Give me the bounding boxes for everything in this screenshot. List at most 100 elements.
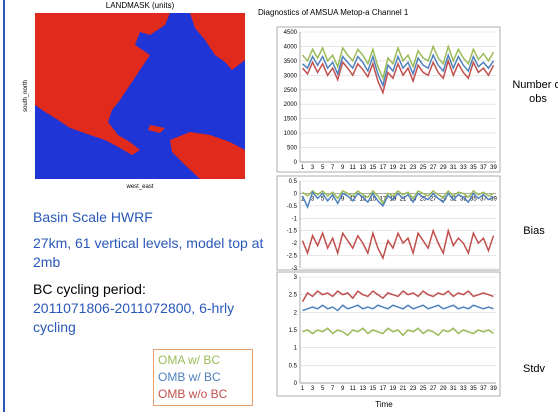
x-tick-label: 17 bbox=[380, 165, 387, 171]
y-tick-label: 0.5 bbox=[289, 179, 298, 185]
x-tick-label: 25 bbox=[420, 165, 427, 171]
series-line bbox=[302, 327, 494, 337]
series-line bbox=[302, 189, 494, 205]
x-tick-label: 27 bbox=[430, 386, 437, 392]
y-tick-label: -3 bbox=[292, 266, 298, 272]
text: 2011071806-2011072800, 6-hrly cycling bbox=[33, 300, 235, 335]
y-tick-label: 4000 bbox=[284, 44, 298, 50]
x-tick-label: 19 bbox=[390, 386, 397, 392]
y-tick-label: -2.5 bbox=[287, 254, 298, 260]
x-tick-label: 19 bbox=[390, 165, 397, 171]
series-line bbox=[301, 190, 494, 210]
x-tick-label: 31 bbox=[450, 386, 457, 392]
series-line bbox=[301, 43, 495, 81]
y-tick-label: 1000 bbox=[284, 131, 298, 137]
series-line bbox=[301, 290, 494, 303]
side-label: Number of obs bbox=[512, 79, 558, 105]
x-tick-label: 39 bbox=[490, 386, 497, 392]
y-tick-label: -2 bbox=[292, 241, 298, 247]
y-tick-label: 4500 bbox=[284, 30, 298, 36]
map bbox=[35, 13, 245, 179]
land bbox=[148, 125, 165, 133]
x-tick-label: 15 bbox=[370, 386, 377, 392]
x-tick-label: 9 bbox=[341, 386, 345, 392]
map-x-label: west_east bbox=[125, 184, 153, 190]
x-tick-label: 31 bbox=[450, 165, 457, 171]
x-tick-label: 23 bbox=[410, 165, 417, 171]
y-tick-label: 3500 bbox=[284, 59, 298, 65]
map-title: LANDMASK (units) bbox=[106, 1, 175, 10]
x-tick-label: 15 bbox=[370, 196, 377, 202]
x-tick-label: 21 bbox=[400, 386, 407, 392]
series-line bbox=[301, 58, 495, 95]
y-tick-label: 1.5 bbox=[289, 328, 298, 334]
x-tick-label: 17 bbox=[380, 386, 387, 392]
x-tick-label: 15 bbox=[370, 165, 377, 171]
x-tick-label: 39 bbox=[490, 196, 497, 202]
x-tick-label: 33 bbox=[460, 196, 467, 202]
x-tick-label: 7 bbox=[331, 196, 335, 202]
series-line bbox=[301, 227, 495, 261]
x-tick-label: 5 bbox=[321, 165, 325, 171]
x-tick-label: 23 bbox=[410, 386, 417, 392]
y-tick-label: -1 bbox=[292, 216, 298, 222]
x-tick-label: 29 bbox=[440, 165, 447, 171]
x-tick-label: 27 bbox=[430, 165, 437, 171]
y-tick-label: -0.5 bbox=[287, 204, 298, 210]
x-tick-label: 7 bbox=[331, 165, 335, 171]
x-tick-label: 5 bbox=[321, 386, 325, 392]
x-tick-label: 7 bbox=[331, 386, 335, 392]
x-tick-label: 9 bbox=[341, 196, 345, 202]
y-tick-label: 0 bbox=[294, 191, 298, 197]
y-tick-label: -1.5 bbox=[287, 229, 298, 235]
x-tick-label: 37 bbox=[480, 196, 487, 202]
x-tick-label: 1 bbox=[301, 196, 305, 202]
series-line bbox=[302, 52, 495, 88]
legend-entry: OMB w/o BC bbox=[158, 387, 228, 401]
legend-entry: OMA w/ BC bbox=[158, 353, 221, 367]
x-tick-label: 35 bbox=[470, 165, 477, 171]
x-tick-label: 35 bbox=[470, 196, 477, 202]
legend-entry: OMB w/ BC bbox=[158, 370, 221, 384]
y-tick-label: 2500 bbox=[284, 88, 298, 94]
x-tick-label: 11 bbox=[350, 386, 357, 392]
series-line bbox=[302, 304, 494, 312]
x-tick-label: 23 bbox=[410, 196, 417, 202]
y-tick-label: 3000 bbox=[284, 73, 298, 79]
text: BC cycling period: bbox=[33, 281, 146, 297]
side-label: Bias bbox=[523, 225, 545, 237]
x-tick-label: 37 bbox=[480, 386, 487, 392]
x-tick-label: 13 bbox=[359, 165, 366, 171]
y-tick-label: 0 bbox=[294, 160, 298, 166]
x-tick-label: 1 bbox=[301, 386, 305, 392]
x-tick-label: 11 bbox=[350, 165, 357, 171]
x-tick-label: 25 bbox=[420, 196, 427, 202]
x-tick-label: 21 bbox=[400, 165, 407, 171]
y-tick-label: 2 bbox=[294, 310, 298, 316]
x-tick-label: 29 bbox=[440, 196, 447, 202]
y-tick-label: 2000 bbox=[284, 102, 298, 108]
text: Basin Scale HWRF bbox=[33, 209, 153, 225]
x-tick-label: 21 bbox=[400, 196, 407, 202]
x-tick-label: 37 bbox=[480, 165, 487, 171]
chart-frame bbox=[276, 26, 501, 173]
x-tick-label: 3 bbox=[311, 386, 315, 392]
y-tick-label: 0.5 bbox=[289, 363, 298, 369]
map-y-label: south_north bbox=[23, 80, 29, 112]
y-tick-label: 500 bbox=[287, 146, 298, 152]
chart-title: Diagnostics of AMSUA Metop-a Channel 1 bbox=[258, 8, 409, 17]
y-tick-label: 3 bbox=[294, 275, 298, 281]
x-tick-label: 35 bbox=[470, 386, 477, 392]
chart-frame bbox=[276, 175, 501, 271]
land bbox=[190, 13, 245, 70]
x-tick-label: 13 bbox=[359, 196, 366, 202]
x-tick-label: 5 bbox=[321, 196, 325, 202]
land bbox=[170, 132, 245, 179]
x-tick-label: 3 bbox=[311, 196, 315, 202]
x-tick-label: 29 bbox=[440, 386, 447, 392]
x-tick-label: 39 bbox=[490, 165, 497, 171]
x-tick-label: 33 bbox=[460, 165, 467, 171]
x-tick-label: 3 bbox=[311, 165, 315, 171]
chart-frame bbox=[276, 271, 501, 397]
